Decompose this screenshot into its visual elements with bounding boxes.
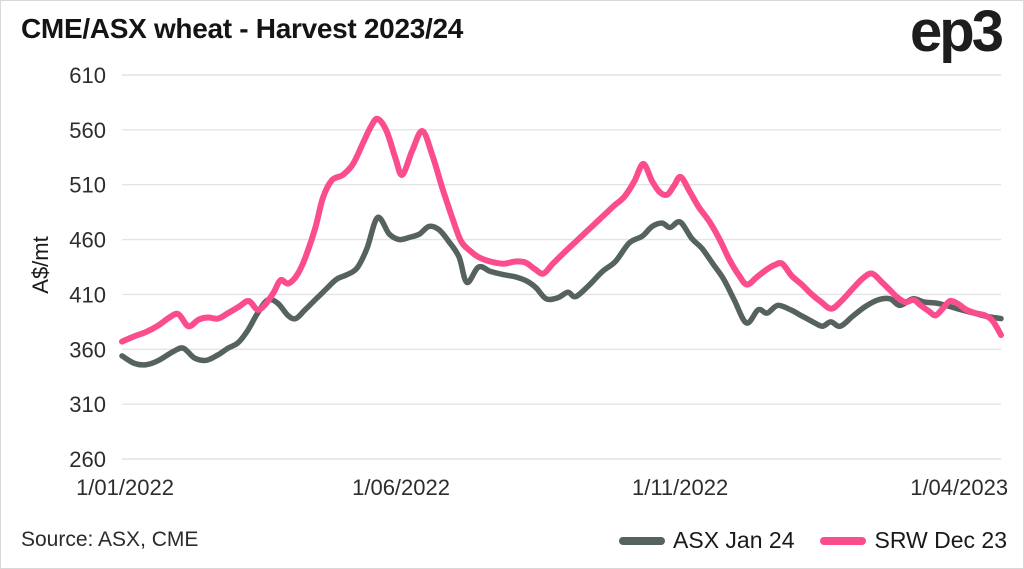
x-tick-label: 1/04/2023 — [910, 475, 1008, 500]
page-title: CME/ASX wheat - Harvest 2023/24 — [21, 13, 464, 44]
legend-label-srw: SRW Dec 23 — [874, 527, 1007, 553]
y-tick-label: 610 — [69, 63, 106, 88]
y-tick-label: 510 — [69, 173, 106, 198]
series-line — [119, 115, 1004, 345]
x-tick-label: 1/11/2022 — [632, 475, 728, 500]
y-tick-label: 410 — [69, 282, 106, 307]
y-tick-label: 310 — [69, 392, 106, 417]
x-tick-label: 1/01/2022 — [76, 475, 174, 500]
y-tick-label: 260 — [69, 447, 106, 472]
legend-label-asx: ASX Jan 24 — [673, 527, 795, 553]
legend-item-asx: ASX Jan 24 — [619, 527, 794, 554]
legend-item-srw: SRW Dec 23 — [820, 527, 1007, 554]
y-tick-label: 460 — [69, 228, 106, 253]
legend-swatch-srw — [820, 536, 867, 545]
x-tick-label: 1/06/2022 — [352, 475, 450, 500]
y-tick-label: 560 — [69, 118, 106, 143]
y-axis-title: A$/mt — [28, 236, 53, 294]
ep3-logo: ep3 — [910, 0, 1004, 64]
source-text: Source: ASX, CME — [21, 528, 199, 551]
y-tick-label: 360 — [69, 337, 106, 362]
legend-swatch-asx — [619, 536, 666, 545]
chart-legend: ASX Jan 24 SRW Dec 23 — [619, 527, 1007, 554]
